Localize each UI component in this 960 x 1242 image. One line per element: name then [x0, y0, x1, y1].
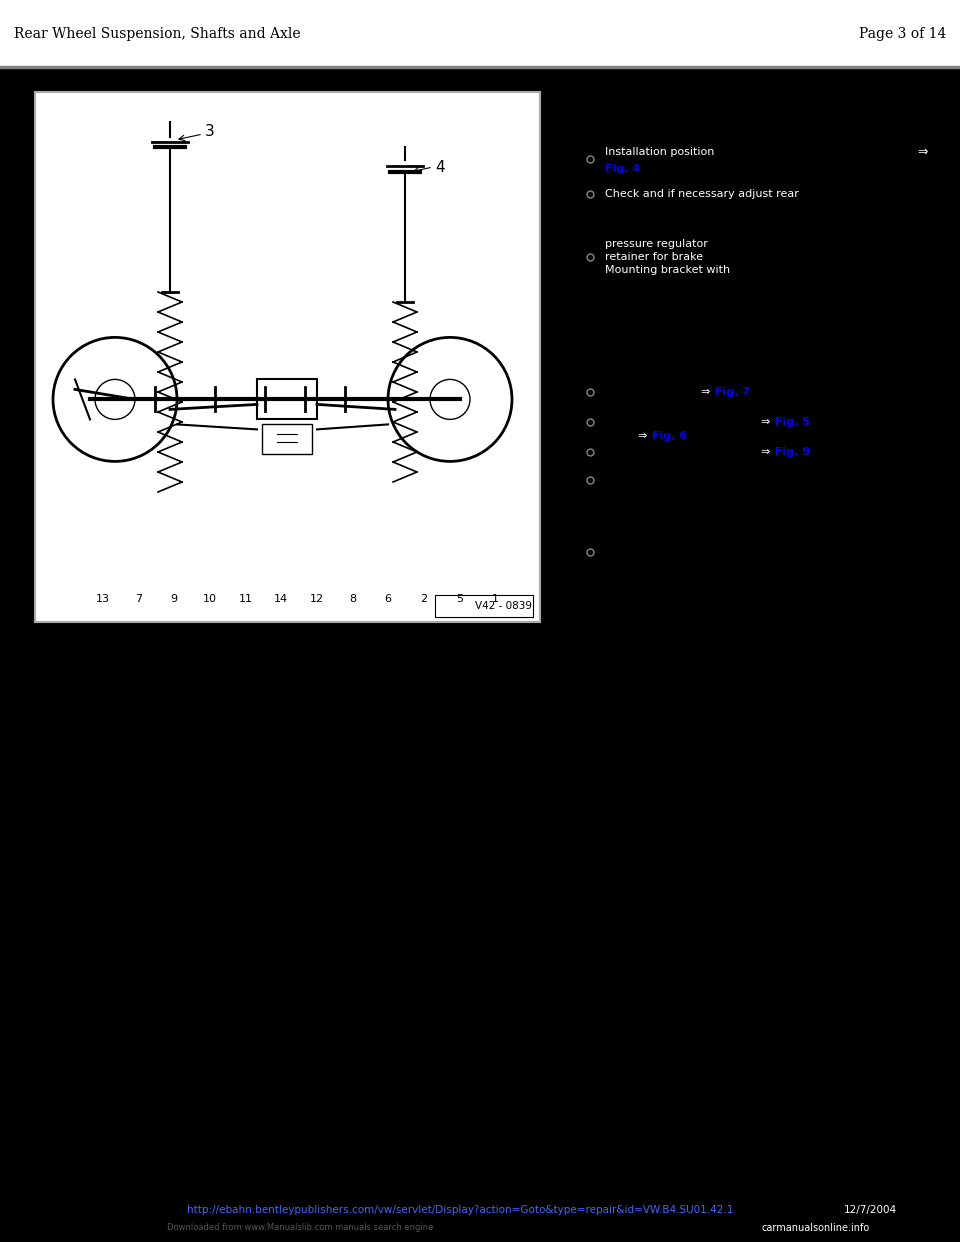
Bar [257, 379, 317, 420]
Text: 4: 4 [435, 159, 444, 174]
Bar [0, 0, 960, 67]
Text: ⇒: ⇒ [918, 145, 928, 159]
Bar [0, 1187, 960, 1242]
Text: Fig. 4: Fig. 4 [605, 164, 640, 174]
Text: ⇒: ⇒ [760, 447, 769, 457]
Bar [35, 92, 540, 622]
Text: 5: 5 [456, 594, 463, 604]
Text: 10: 10 [203, 594, 217, 604]
Text: 7: 7 [135, 594, 142, 604]
Text: pressure regulator: pressure regulator [605, 238, 708, 248]
Text: Fig. 7: Fig. 7 [715, 388, 750, 397]
Text: http://ebahn.bentleypublishers.com/vw/servlet/Display?action=Goto&type=repair&id: http://ebahn.bentleypublishers.com/vw/se… [187, 1205, 733, 1215]
Text: Fig. 5: Fig. 5 [775, 417, 810, 427]
Text: ⇒: ⇒ [760, 417, 769, 427]
Text: retainer for brake: retainer for brake [605, 252, 703, 262]
Text: 14: 14 [275, 594, 288, 604]
Bar [262, 425, 312, 455]
Text: ⇒: ⇒ [637, 431, 646, 441]
Text: Check and if necessary adjust rear: Check and if necessary adjust rear [605, 189, 799, 199]
Text: ⇒: ⇒ [700, 388, 709, 397]
Text: 11: 11 [238, 594, 252, 604]
Text: Fig. 6: Fig. 6 [652, 431, 687, 441]
Text: 12/7/2004: 12/7/2004 [844, 1205, 897, 1215]
Text: Fig. 9: Fig. 9 [775, 447, 810, 457]
Text: Page 3 of 14: Page 3 of 14 [858, 27, 946, 41]
Text: 9: 9 [171, 594, 178, 604]
Text: 3: 3 [205, 124, 215, 139]
Text: 13: 13 [96, 594, 110, 604]
Text: Downloaded from www.Manualslib.com manuals search engine: Downloaded from www.Manualslib.com manua… [167, 1223, 433, 1232]
Text: Rear Wheel Suspension, Shafts and Axle: Rear Wheel Suspension, Shafts and Axle [14, 27, 300, 41]
Text: Mounting bracket with: Mounting bracket with [605, 265, 731, 274]
Text: 2: 2 [420, 594, 427, 604]
Text: carmanualsonline.info: carmanualsonline.info [761, 1223, 870, 1233]
Text: 1: 1 [492, 594, 498, 604]
Text: V42 - 0839: V42 - 0839 [475, 601, 532, 611]
Text: Installation position: Installation position [605, 147, 714, 156]
Text: 12: 12 [310, 594, 324, 604]
Text: 6: 6 [385, 594, 392, 604]
Text: 8: 8 [348, 594, 356, 604]
Bar [435, 595, 533, 617]
